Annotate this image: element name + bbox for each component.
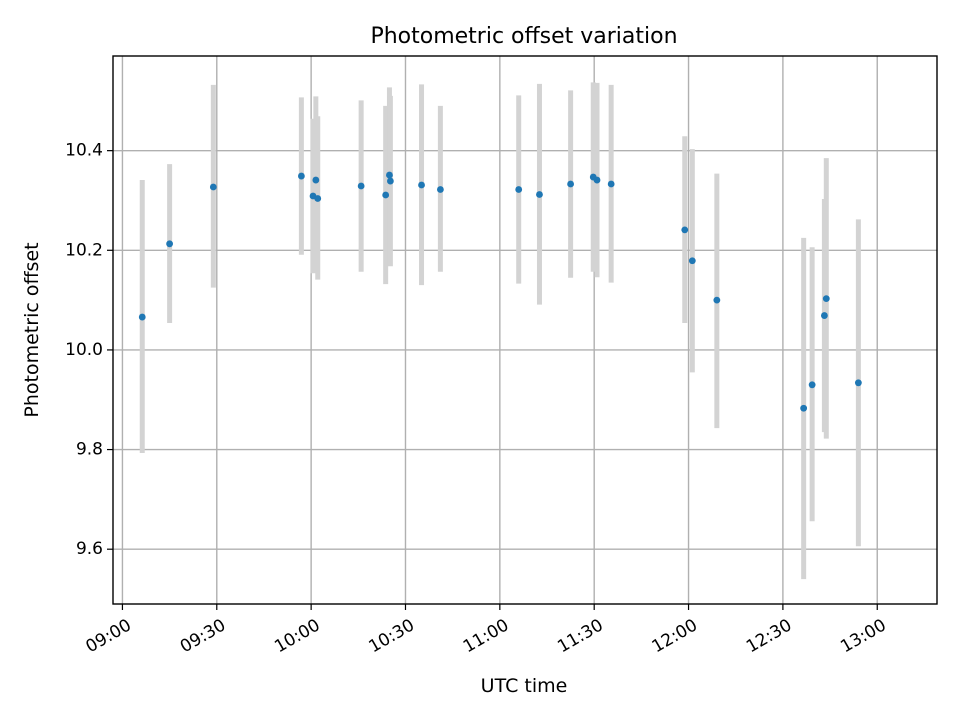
data-point: [681, 226, 689, 234]
data-point: [357, 182, 365, 190]
data-points: [138, 171, 862, 412]
y-axis-ticks: 9.6 9.8 10.0 10.2 10.4: [65, 141, 113, 559]
data-point: [386, 177, 394, 185]
x-tick-label: 11:00: [460, 615, 512, 657]
x-tick-label: 12:00: [649, 615, 701, 657]
data-point: [713, 296, 721, 304]
x-tick-label: 12:30: [743, 615, 795, 657]
data-point: [515, 186, 523, 193]
data-point: [314, 195, 322, 202]
data-point: [536, 191, 543, 198]
data-point: [436, 186, 444, 193]
data-point: [386, 171, 393, 179]
data-point: [854, 379, 862, 387]
data-point: [166, 240, 174, 248]
data-point: [607, 180, 615, 188]
data-point: [312, 176, 320, 184]
data-point: [688, 257, 696, 265]
data-point: [800, 404, 808, 412]
data-point: [297, 172, 305, 180]
y-tick-label: 9.8: [76, 440, 103, 460]
data-point: [418, 181, 425, 189]
x-tick-label: 09:00: [82, 615, 134, 657]
x-axis-ticks: 09:00 09:30 10:00 10:30 11:00 11:30 12:00 12:30…: [82, 604, 890, 657]
x-tick-label: 10:00: [271, 615, 323, 657]
data-point: [808, 381, 816, 389]
data-point: [138, 313, 146, 321]
data-point: [567, 180, 575, 188]
y-tick-label: 10.0: [65, 340, 103, 360]
y-tick-label: 10.2: [65, 240, 103, 260]
data-point: [593, 176, 601, 184]
y-axis-label: Photometric offset: [21, 242, 43, 417]
x-tick-label: 10:30: [366, 615, 418, 657]
chart-title: Photometric offset variation: [370, 24, 677, 49]
x-axis-label: UTC time: [481, 675, 568, 697]
x-tick-label: 13:00: [837, 615, 889, 657]
y-tick-label: 10.4: [65, 141, 103, 161]
y-tick-label: 9.6: [76, 539, 103, 559]
x-tick-label: 11:30: [554, 615, 606, 657]
x-tick-label: 09:30: [177, 615, 229, 657]
data-point: [209, 183, 217, 191]
plot-frame: [112, 55, 938, 605]
data-point: [821, 312, 828, 319]
data-point: [822, 295, 830, 303]
data-point: [382, 191, 390, 199]
